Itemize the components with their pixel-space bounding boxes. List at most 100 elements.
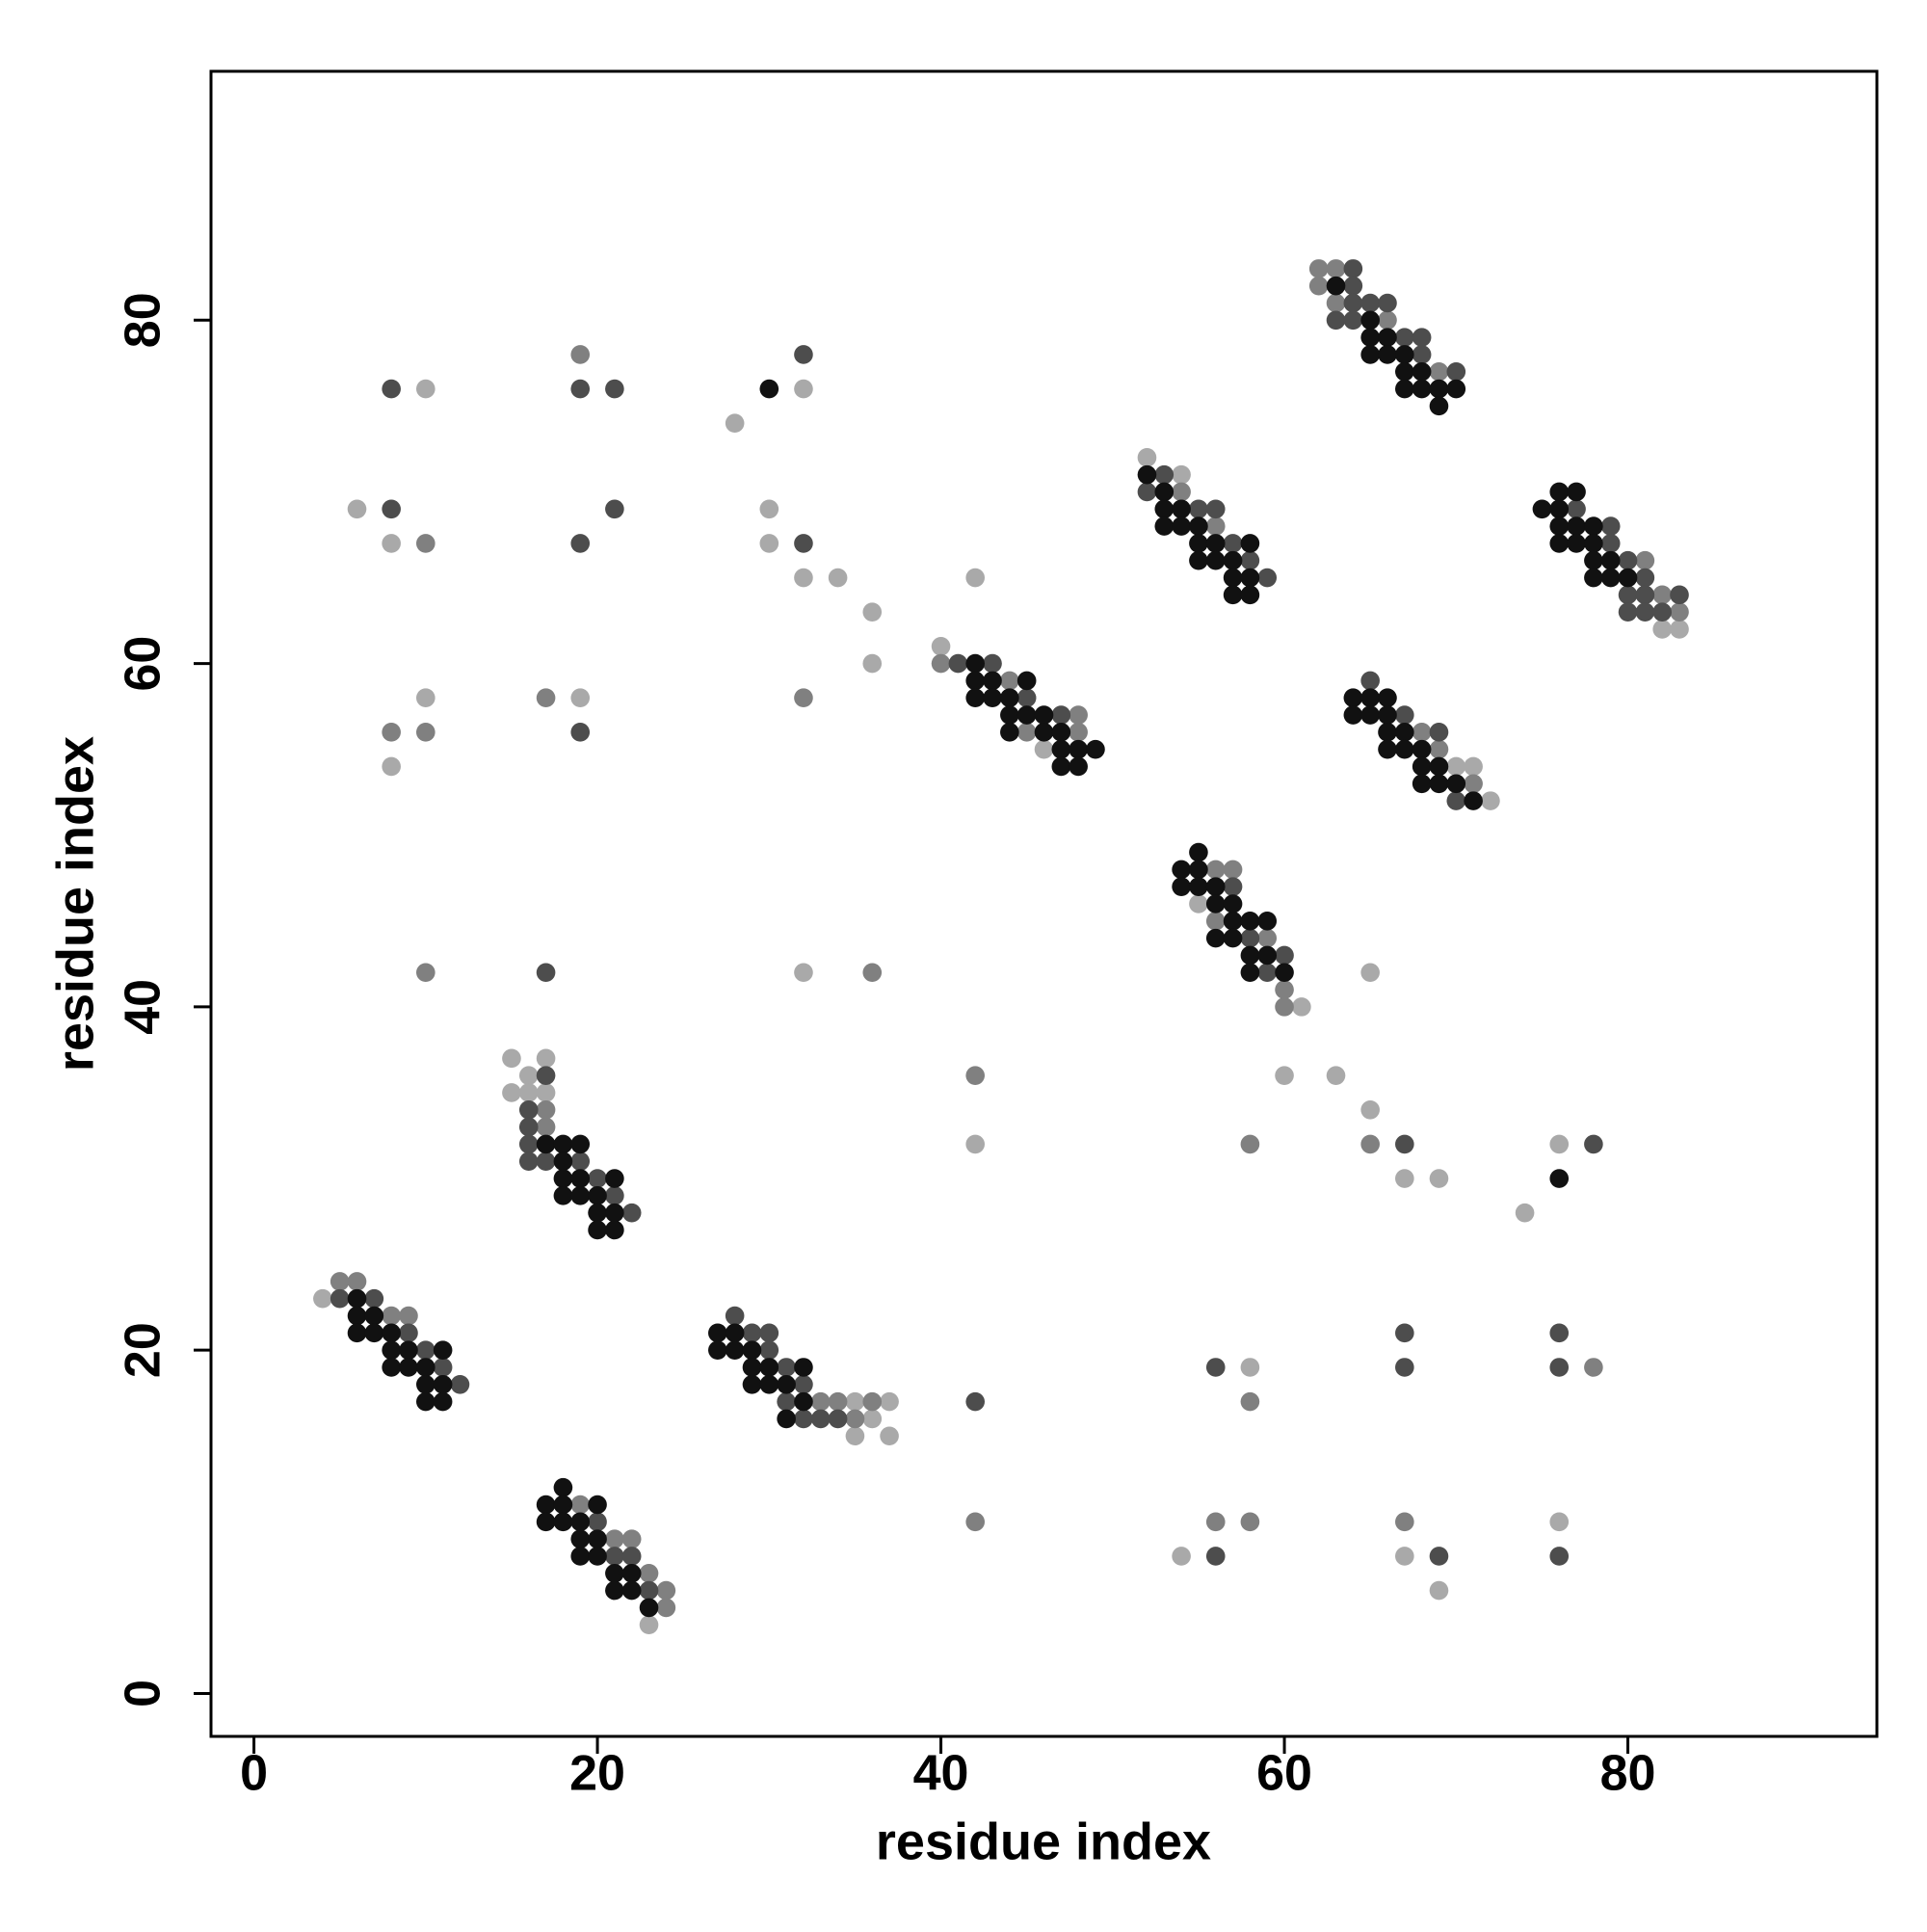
point [1223,894,1243,913]
point [810,1409,831,1429]
point [777,1391,796,1412]
point [1205,860,1226,880]
point [1292,997,1311,1017]
point [1378,705,1397,725]
point [1549,1512,1570,1532]
point [931,636,951,656]
point [1257,912,1278,931]
point [1652,585,1672,605]
point [1360,705,1380,725]
point [777,1409,796,1429]
point [1000,723,1019,742]
point [1343,310,1363,331]
point [1635,585,1655,605]
point [1412,328,1432,347]
point [1034,723,1054,742]
point [1567,482,1586,502]
point [1429,361,1449,382]
point [1189,842,1208,862]
point [416,1358,436,1377]
point [1240,928,1260,948]
point [931,653,951,674]
point [1189,894,1208,913]
point [416,1391,436,1412]
point [1395,705,1414,725]
point [880,1391,899,1412]
point [1240,963,1260,983]
point [416,379,436,399]
point [605,1580,624,1601]
point [862,963,883,983]
point [1257,963,1278,983]
point [742,1340,762,1360]
point [1343,705,1363,725]
point [639,1598,659,1618]
point [621,1547,642,1566]
point [1429,739,1449,759]
point [1308,276,1329,296]
point [1326,293,1346,313]
point [639,1615,659,1635]
point [1584,568,1603,588]
point [1137,448,1157,467]
point [1223,550,1243,570]
point [725,1340,745,1360]
point [1189,534,1208,553]
point [1137,464,1157,485]
point [1395,328,1414,347]
point [1549,1323,1570,1343]
point [742,1323,762,1343]
point [382,1340,401,1360]
point [845,1391,865,1412]
point [1326,310,1346,331]
point [1360,688,1380,708]
point [1412,379,1432,399]
point [828,568,848,588]
point [1154,499,1175,519]
point [1600,534,1621,553]
point [965,671,986,691]
point [1378,739,1397,759]
point [1549,1134,1570,1154]
point [983,688,1002,708]
y-tick-label: 80 [116,292,172,348]
point [416,963,436,983]
point [794,534,813,553]
point [1618,550,1638,570]
point [382,499,401,519]
point [536,963,556,983]
point [1257,568,1278,588]
point [588,1169,607,1188]
point [1205,516,1226,536]
point [1549,499,1570,519]
point [382,723,401,742]
point [845,1426,865,1446]
point [1412,774,1432,794]
point [570,1151,591,1172]
point [1600,516,1621,536]
point [1051,756,1071,777]
point [1360,310,1380,331]
point [1395,379,1414,399]
point [416,723,436,742]
point [1172,1547,1191,1566]
point [570,534,591,553]
x-tick-label: 0 [240,1746,268,1802]
point [347,1306,367,1326]
point [725,413,745,433]
point [1360,1099,1380,1120]
point [1429,396,1449,416]
point [588,1512,607,1532]
point [1360,671,1380,691]
point [1360,345,1380,364]
point [777,1358,796,1377]
point [965,1134,986,1154]
point [1412,756,1432,777]
point [759,1323,779,1343]
point [347,499,367,519]
point [1275,945,1294,966]
point [639,1563,659,1583]
point [1000,688,1019,708]
point [725,1306,745,1326]
point [1515,1203,1535,1223]
